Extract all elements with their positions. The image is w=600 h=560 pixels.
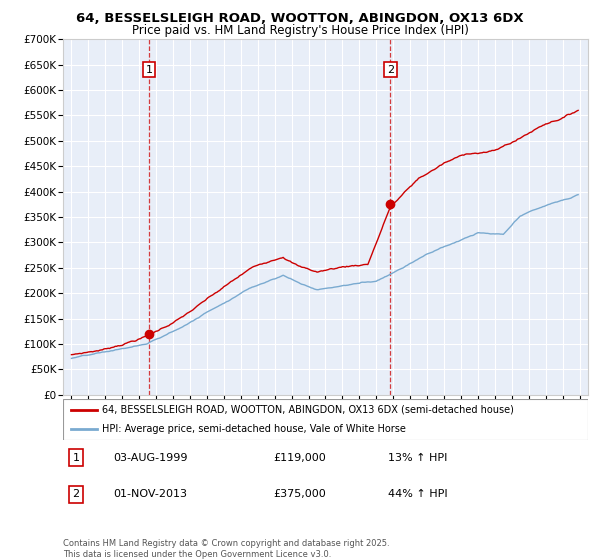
Text: 44% ↑ HPI: 44% ↑ HPI [389,489,448,499]
Text: 64, BESSELSLEIGH ROAD, WOOTTON, ABINGDON, OX13 6DX (semi-detached house): 64, BESSELSLEIGH ROAD, WOOTTON, ABINGDON… [103,405,514,415]
Text: 01-NOV-2013: 01-NOV-2013 [113,489,187,499]
Text: 2: 2 [387,65,394,74]
Text: 13% ↑ HPI: 13% ↑ HPI [389,453,448,463]
Text: HPI: Average price, semi-detached house, Vale of White Horse: HPI: Average price, semi-detached house,… [103,424,406,434]
Text: Contains HM Land Registry data © Crown copyright and database right 2025.
This d: Contains HM Land Registry data © Crown c… [63,539,389,559]
Text: 03-AUG-1999: 03-AUG-1999 [113,453,187,463]
FancyBboxPatch shape [63,399,588,440]
Text: £375,000: £375,000 [273,489,326,499]
Text: 64, BESSELSLEIGH ROAD, WOOTTON, ABINGDON, OX13 6DX: 64, BESSELSLEIGH ROAD, WOOTTON, ABINGDON… [76,12,524,25]
Text: 2: 2 [73,489,80,499]
Text: 1: 1 [73,453,80,463]
Text: Price paid vs. HM Land Registry's House Price Index (HPI): Price paid vs. HM Land Registry's House … [131,24,469,37]
Text: 1: 1 [146,65,152,74]
Text: £119,000: £119,000 [273,453,326,463]
